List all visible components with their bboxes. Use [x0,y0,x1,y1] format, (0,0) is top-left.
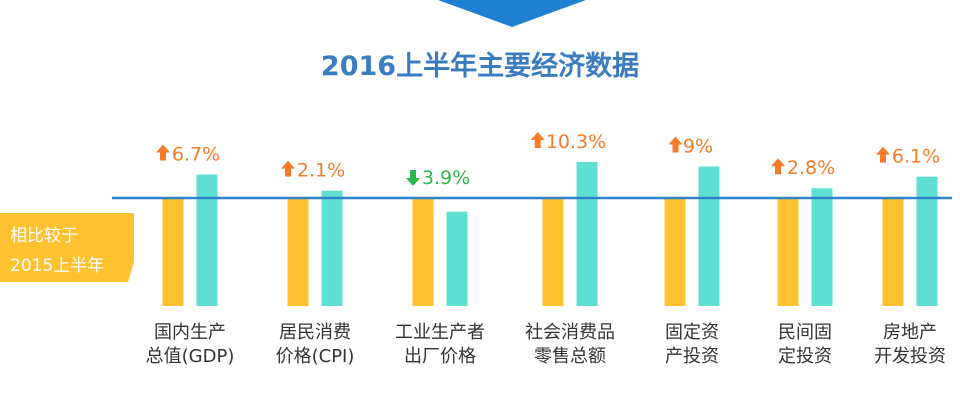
category-label: 民间固 [778,322,832,343]
category-label: 开发投资 [874,346,946,367]
bar-2016 [698,166,720,306]
category-label: 总值(GDP) [146,346,235,367]
ribbon-shape [0,213,134,282]
category-label: 房地产 [883,322,937,343]
category-label: 定投资 [778,346,832,367]
category-label: 出厂价格 [404,346,476,367]
arrow-up-icon [668,136,683,153]
bar-2015 [162,198,184,306]
category-label: 国内生产 [154,322,226,343]
bar-2016 [576,161,598,306]
change-label: 9% [683,136,713,158]
arrow-up-icon [530,131,545,148]
ribbon-line2: 2015上半年 [10,256,104,276]
category-label: 居民消费 [279,322,351,343]
ribbon-line1: 相比较于 [10,226,78,246]
change-label: 6.1% [892,146,940,168]
category-label: 固定资 [665,322,719,343]
comparison-ribbon: 相比较于 2015上半年 [0,213,134,282]
top-banner-shape [438,0,586,27]
arrow-up-icon [876,146,890,163]
arrow-up-icon [771,158,785,175]
bar-2016 [321,190,343,306]
bar-2016 [811,188,833,306]
bar-2015 [882,198,904,306]
change-label: 6.7% [172,144,220,166]
change-label: 2.1% [297,160,345,182]
category-label: 产投资 [665,346,719,367]
category-label: 工业生产者 [395,322,485,343]
arrow-up-icon [156,144,170,161]
bar-2015 [542,198,564,306]
category-label: 价格(CPI) [276,346,355,367]
bar-2015 [287,198,309,306]
bar-2015 [664,198,686,306]
bar-2015 [412,198,434,306]
bar-2015 [777,198,799,306]
arrow-up-icon [281,160,295,177]
chart-title: 2016上半年主要经济数据 [321,50,639,82]
category-label: 社会消费品 [525,322,615,343]
change-label: 10.3% [546,131,606,153]
category-label: 零售总额 [534,346,606,367]
bar-2016 [196,174,218,306]
arrow-down-icon [406,170,420,186]
bar-2016 [916,176,938,306]
change-label: 3.9% [422,167,470,189]
change-label: 2.8% [787,157,835,179]
bar-2016 [446,211,468,306]
